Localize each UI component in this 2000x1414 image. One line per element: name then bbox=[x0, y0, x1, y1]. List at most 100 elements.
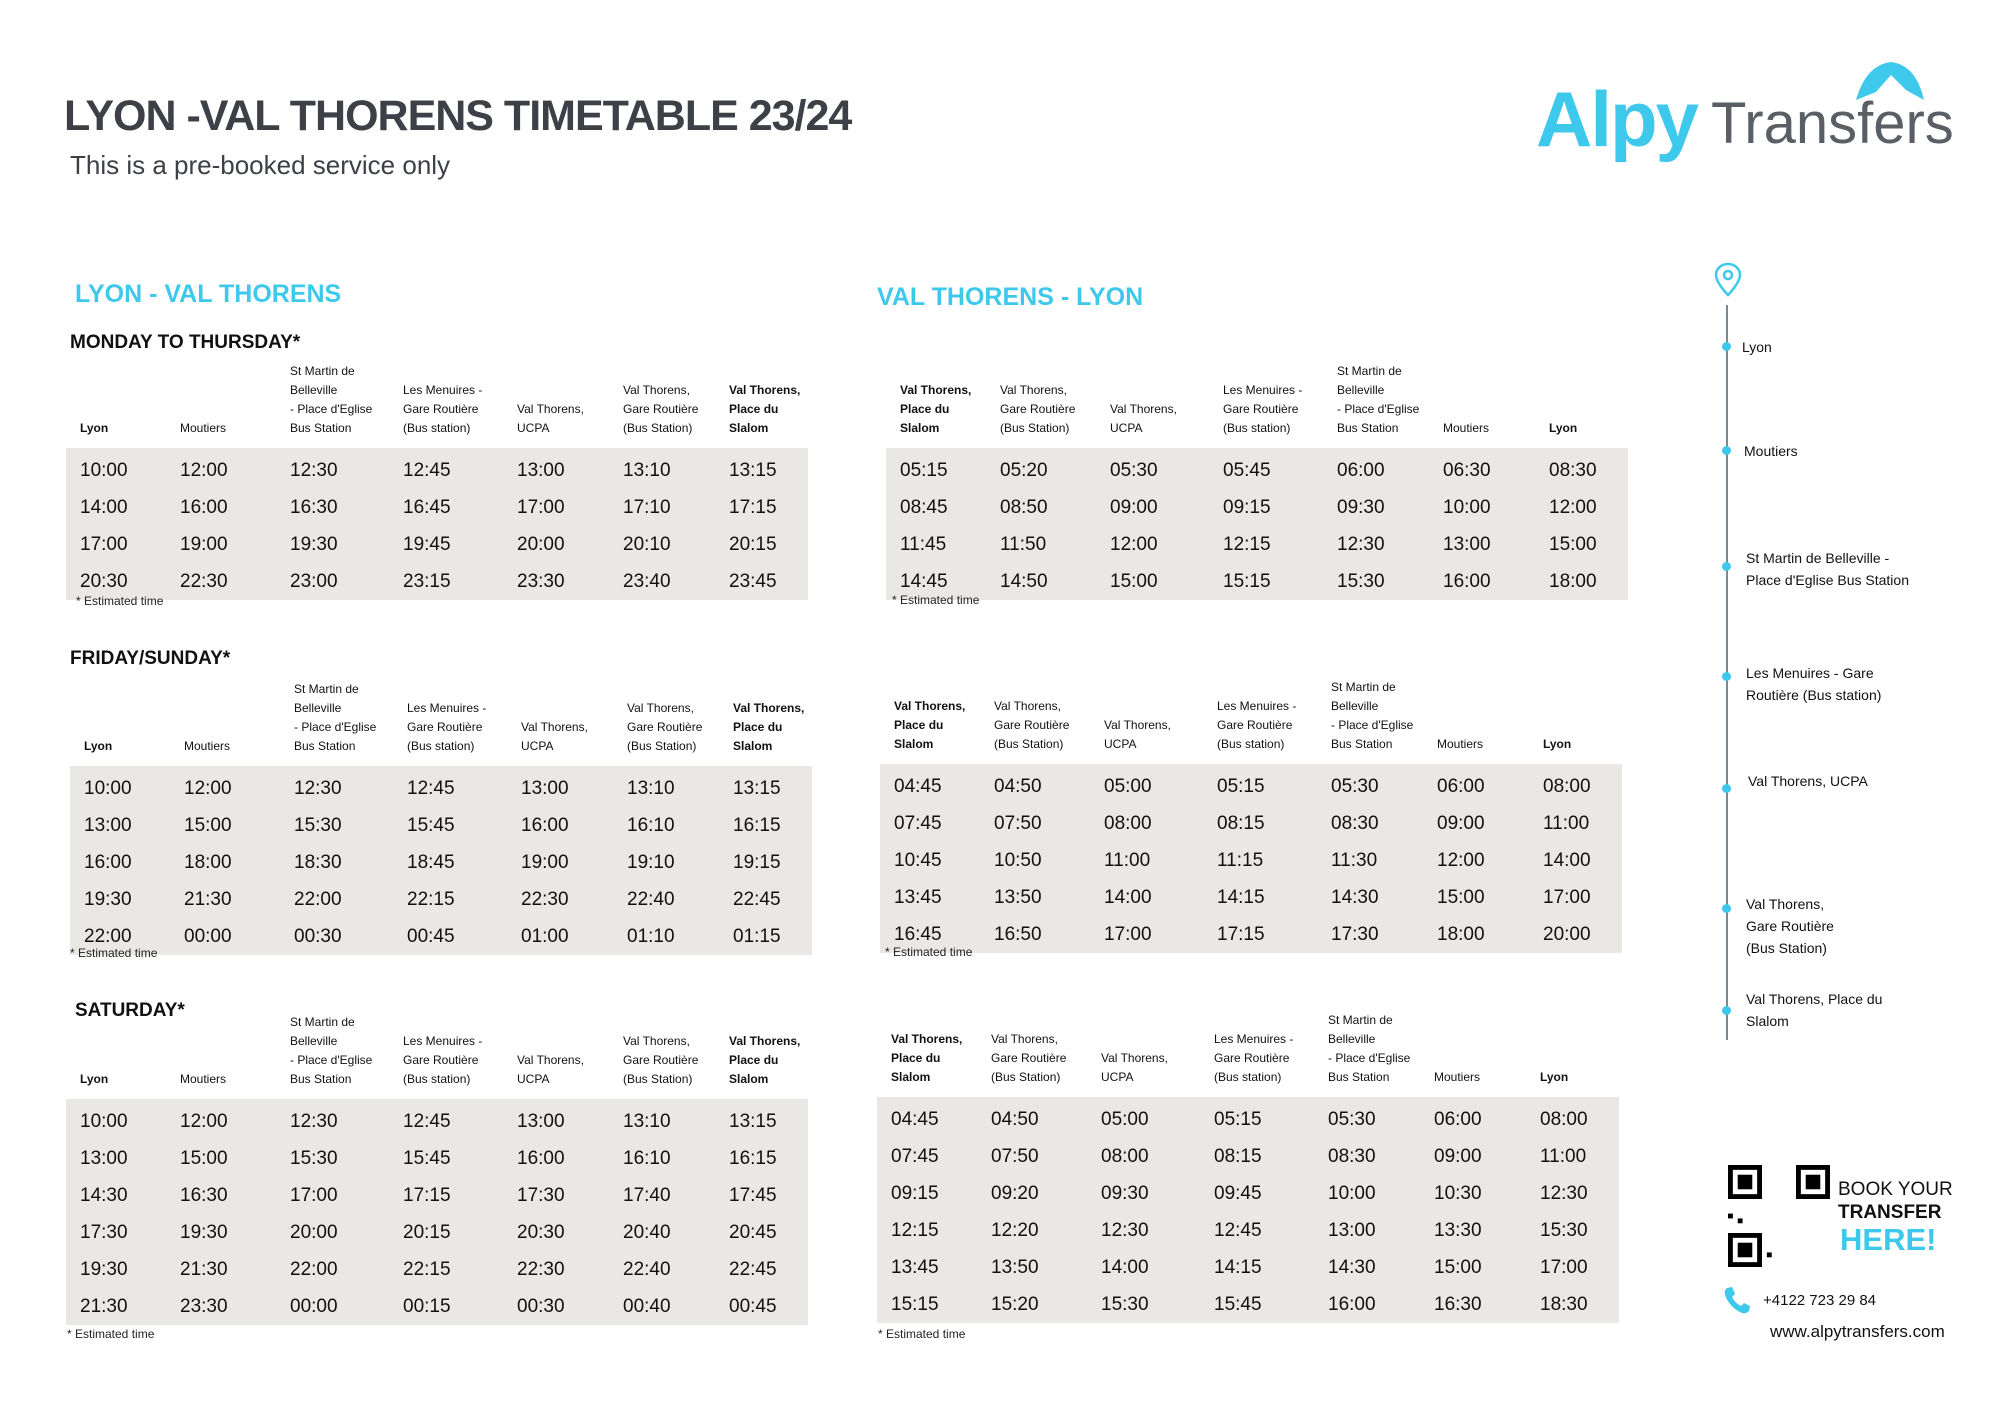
time-cell: 14:45 bbox=[886, 563, 986, 600]
time-cell: 18:30 bbox=[280, 844, 393, 881]
time-cell: 18:00 bbox=[1535, 563, 1628, 600]
stop-dot bbox=[1722, 784, 1731, 793]
time-cell: 12:30 bbox=[276, 448, 389, 489]
logo-alpy: Alpy bbox=[1536, 75, 1699, 163]
time-cell: 04:50 bbox=[980, 764, 1090, 805]
time-cell: 16:00 bbox=[1429, 563, 1535, 600]
time-cell: 09:15 bbox=[1209, 489, 1323, 526]
time-cell: 20:45 bbox=[715, 1214, 808, 1251]
time-cell: 11:00 bbox=[1526, 1138, 1619, 1175]
time-cell: 19:45 bbox=[389, 526, 503, 563]
time-cell: 13:00 bbox=[503, 1099, 609, 1140]
time-cell: 19:00 bbox=[507, 844, 613, 881]
time-cell: 09:20 bbox=[977, 1175, 1087, 1212]
time-cell: 19:30 bbox=[66, 1251, 166, 1288]
time-cell: 14:00 bbox=[66, 489, 166, 526]
time-cell: 17:00 bbox=[276, 1177, 389, 1214]
time-cell: 17:30 bbox=[1317, 916, 1423, 953]
column-header: Val Thorens, Place du Slalom bbox=[894, 699, 966, 751]
time-cell: 15:30 bbox=[276, 1140, 389, 1177]
time-cell: 13:00 bbox=[503, 448, 609, 489]
column-header: Lyon bbox=[80, 1072, 109, 1086]
booking-qr-code[interactable] bbox=[1728, 1165, 1830, 1267]
time-cell: 23:30 bbox=[503, 563, 609, 600]
time-cell: 20:15 bbox=[389, 1214, 503, 1251]
time-cell: 13:15 bbox=[715, 1099, 808, 1140]
time-cell: 15:30 bbox=[1087, 1286, 1200, 1323]
time-cell: 14:00 bbox=[1087, 1249, 1200, 1286]
time-cell: 18:00 bbox=[170, 844, 280, 881]
time-cell: 08:15 bbox=[1200, 1138, 1314, 1175]
time-cell: 00:15 bbox=[389, 1288, 503, 1325]
time-cell: 12:30 bbox=[1087, 1212, 1200, 1249]
time-cell: 17:15 bbox=[715, 489, 808, 526]
website-link[interactable]: www.alpytransfers.com bbox=[1770, 1322, 1945, 1341]
time-cell: 16:15 bbox=[715, 1140, 808, 1177]
estimated-note: * Estimated time bbox=[878, 1327, 966, 1341]
column-header: St Martin de Belleville - Place d'Eglise… bbox=[294, 682, 377, 753]
table-header-row: Lyon Moutiers St Martin de Belleville - Pl… bbox=[66, 1013, 808, 1099]
time-cell: 08:30 bbox=[1314, 1138, 1420, 1175]
time-cell: 16:50 bbox=[980, 916, 1090, 953]
table-header-row: Val Thorens, Place du Slalom Val Thorens,… bbox=[877, 1011, 1619, 1097]
time-cell: 05:45 bbox=[1209, 448, 1323, 489]
route-stop: Moutiers bbox=[1744, 443, 1798, 459]
time-cell: 09:00 bbox=[1096, 489, 1209, 526]
time-cell: 13:10 bbox=[609, 1099, 715, 1140]
column-header: Les Menuires - Gare Routière (Bus statio… bbox=[1223, 383, 1303, 435]
time-cell: 08:00 bbox=[1526, 1097, 1619, 1138]
time-cell: 08:15 bbox=[1203, 805, 1317, 842]
time-cell: 09:30 bbox=[1323, 489, 1429, 526]
time-cell: 15:45 bbox=[393, 807, 507, 844]
time-cell: 05:30 bbox=[1314, 1097, 1420, 1138]
column-header: Val Thorens, Gare Routière (Bus Station) bbox=[627, 701, 703, 753]
time-cell: 15:20 bbox=[977, 1286, 1087, 1323]
time-cell: 11:50 bbox=[986, 526, 1096, 563]
time-cell: 17:00 bbox=[1526, 1249, 1619, 1286]
time-cell: 16:10 bbox=[609, 1140, 715, 1177]
column-header: Val Thorens, UCPA bbox=[517, 1053, 584, 1086]
column-header: Moutiers bbox=[1443, 421, 1490, 435]
time-cell: 14:00 bbox=[1529, 842, 1622, 879]
mountain-icon bbox=[1856, 62, 1924, 100]
table-row: 08:45 08:50 09:00 09:15 09:30 10:00 12:00 bbox=[886, 489, 1628, 526]
column-header: Val Thorens, Place du Slalom bbox=[729, 1034, 801, 1086]
time-cell: 04:45 bbox=[880, 764, 980, 805]
time-cell: 19:30 bbox=[276, 526, 389, 563]
table-row: 21:30 23:30 00:00 00:15 00:30 00:40 00:45 bbox=[66, 1288, 808, 1325]
time-cell: 13:15 bbox=[719, 766, 812, 807]
time-cell: 12:00 bbox=[170, 766, 280, 807]
table-row: 17:30 19:30 20:00 20:15 20:30 20:40 20:45 bbox=[66, 1214, 808, 1251]
column-header: St Martin de Belleville - Place d'Eglise… bbox=[290, 364, 373, 435]
table-row: 04:45 04:50 05:00 05:15 05:30 06:00 08:00 bbox=[880, 764, 1622, 805]
time-cell: 17:00 bbox=[1090, 916, 1203, 953]
time-cell: 00:45 bbox=[715, 1288, 808, 1325]
time-cell: 17:15 bbox=[389, 1177, 503, 1214]
time-cell: 08:50 bbox=[986, 489, 1096, 526]
route-stop: St Martin de Belleville - Place d'Eglise… bbox=[1746, 550, 1909, 588]
time-cell: 12:30 bbox=[1526, 1175, 1619, 1212]
time-cell: 14:00 bbox=[1090, 879, 1203, 916]
time-cell: 08:30 bbox=[1317, 805, 1423, 842]
phone-number[interactable]: +4122 723 29 84 bbox=[1763, 1292, 1877, 1309]
table-row: 16:00 18:00 18:30 18:45 19:00 19:10 19:15 bbox=[70, 844, 812, 881]
time-cell: 15:30 bbox=[1323, 563, 1429, 600]
table-header-row: Lyon Moutiers St Martin de Belleville - Pl… bbox=[66, 362, 808, 448]
time-cell: 14:30 bbox=[1317, 879, 1423, 916]
time-cell: 22:00 bbox=[70, 918, 170, 955]
column-header: Val Thorens, Place du Slalom bbox=[733, 701, 805, 753]
column-header: Val Thorens, UCPA bbox=[517, 402, 584, 435]
column-header: St Martin de Belleville - Place d'Eglise… bbox=[1328, 1013, 1411, 1084]
time-cell: 20:15 bbox=[715, 526, 808, 563]
time-cell: 06:30 bbox=[1429, 448, 1535, 489]
time-cell: 17:10 bbox=[609, 489, 715, 526]
time-cell: 17:30 bbox=[66, 1214, 166, 1251]
time-cell: 12:45 bbox=[1200, 1212, 1314, 1249]
time-cell: 20:30 bbox=[66, 563, 166, 600]
time-cell: 16:00 bbox=[1314, 1286, 1420, 1323]
time-cell: 00:30 bbox=[280, 918, 393, 955]
time-cell: 00:00 bbox=[276, 1288, 389, 1325]
time-cell: 15:00 bbox=[1535, 526, 1628, 563]
time-cell: 20:00 bbox=[276, 1214, 389, 1251]
